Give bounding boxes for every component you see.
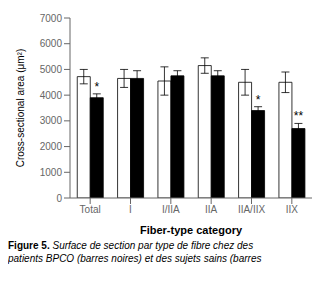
svg-text:*: * bbox=[94, 80, 99, 94]
svg-text:4000: 4000 bbox=[40, 90, 63, 101]
svg-text:1000: 1000 bbox=[40, 167, 63, 178]
html-text:Figure 5. Surface de section p: Figure 5. Surface de section par type de… bbox=[8, 240, 262, 264]
svg-text:0: 0 bbox=[56, 193, 62, 204]
svg-text:I/IIA: I/IIA bbox=[162, 204, 180, 215]
svg-text:6000: 6000 bbox=[40, 38, 63, 49]
svg-text:Total: Total bbox=[80, 204, 101, 215]
svg-text:I: I bbox=[129, 204, 132, 215]
svg-text:2000: 2000 bbox=[40, 141, 63, 152]
svg-text:**: ** bbox=[294, 109, 304, 123]
svg-text:IIA/IIX: IIA/IIX bbox=[238, 204, 266, 215]
svg-text:3000: 3000 bbox=[40, 115, 63, 126]
svg-text:5000: 5000 bbox=[40, 64, 63, 75]
svg-text:Cross-sectional area (μm²): Cross-sectional area (μm²) bbox=[15, 49, 26, 168]
svg-text:IIA: IIA bbox=[205, 204, 218, 215]
svg-text:IIX: IIX bbox=[286, 204, 299, 215]
svg-text:Fiber-type category: Fiber-type category bbox=[140, 224, 243, 236]
svg-text:*: * bbox=[256, 93, 261, 107]
svg-text:7000: 7000 bbox=[40, 13, 63, 24]
